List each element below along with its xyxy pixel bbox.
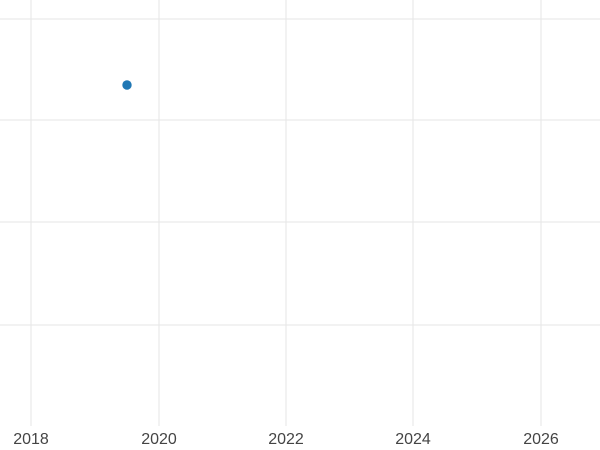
svg-text:2026: 2026 bbox=[523, 431, 559, 448]
svg-text:2020: 2020 bbox=[141, 431, 177, 448]
svg-text:2022: 2022 bbox=[268, 431, 304, 448]
svg-text:2018: 2018 bbox=[13, 431, 49, 448]
svg-text:2024: 2024 bbox=[395, 431, 431, 448]
